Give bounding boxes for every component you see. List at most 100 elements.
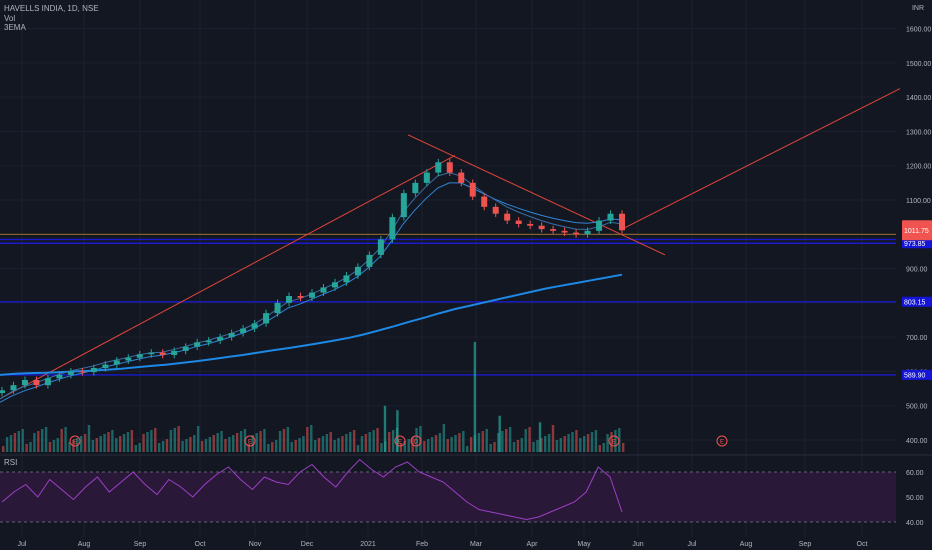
candle-body-33: [377, 239, 384, 255]
candle-body-37: [423, 172, 430, 183]
volume-bar-58: [228, 437, 231, 452]
candle-body-4: [44, 378, 51, 386]
volume-bar-141: [551, 425, 555, 452]
volume-bar-144: [563, 436, 566, 452]
indicator-ema[interactable]: 3EMA: [4, 23, 26, 32]
volume-bar-44: [173, 428, 176, 452]
candle-body-6: [67, 371, 74, 375]
volume-bar-133: [520, 438, 524, 452]
volume-bar-49: [193, 435, 196, 452]
volume-bar-124: [485, 429, 488, 452]
candle-body-41: [469, 182, 476, 197]
earnings-marker-label-5: E: [720, 440, 724, 446]
time-label-9: Apr: [527, 541, 539, 548]
candle-body-25: [286, 296, 293, 303]
volume-spike-3: [498, 415, 501, 452]
volume-bar-29: [115, 438, 118, 452]
rsi-band: [0, 472, 896, 522]
earnings-marker-3: [410, 435, 422, 447]
volume-bar-5: [21, 429, 24, 452]
candle-body-3: [33, 380, 40, 386]
volume-bar-152: [594, 430, 598, 452]
price-tag-0: [902, 238, 932, 249]
trendline-falling: [407, 134, 666, 256]
volume-bar-2: [9, 435, 13, 452]
volume-bar-54: [212, 435, 215, 452]
volume-bar-108: [423, 441, 426, 452]
volume-bar-28: [111, 430, 114, 452]
volume-bar-103: [403, 441, 407, 452]
volume-bar-155: [606, 434, 609, 452]
trendline-rising: [0, 154, 456, 400]
time-label-8: Mar: [470, 541, 483, 548]
volume-bar-136: [532, 442, 535, 452]
volume-bar-128: [501, 431, 504, 452]
volume-bar-27: [107, 432, 110, 452]
earnings-marker-0: [69, 435, 81, 447]
volume-bar-157: [614, 430, 617, 452]
indicator-volume[interactable]: Vol: [4, 13, 16, 23]
volume-bar-57: [224, 439, 227, 452]
candle-body-45: [515, 220, 522, 224]
volume-bar-16: [64, 427, 67, 452]
volume-bar-71: [278, 431, 282, 452]
earnings-marker-label-0: E: [73, 440, 77, 446]
volume-bar-17: [68, 442, 71, 452]
volume-bar-117: [458, 433, 461, 452]
volume-bar-154: [602, 443, 605, 452]
currency-label: INR: [911, 5, 924, 12]
volume-bar-73: [286, 427, 290, 452]
candle-body-44: [504, 213, 511, 221]
price-tick-12: 1600.00: [906, 27, 931, 34]
volume-spike-4: [538, 422, 542, 452]
volume-bar-43: [169, 430, 173, 452]
candle-body-9: [102, 364, 109, 368]
volume-bar-14: [56, 438, 59, 452]
volume-bar-123: [481, 431, 485, 452]
candle-body-50: [573, 232, 580, 235]
price-tick-3: 700.00: [906, 335, 928, 342]
candle-body-16: [182, 346, 189, 351]
candle-body-8: [90, 368, 97, 373]
candle-body-19: [217, 337, 224, 341]
time-label-2: Sep: [134, 541, 147, 548]
volume-bar-112: [438, 433, 442, 452]
earnings-marker-label-4: E: [612, 440, 616, 446]
volume-bar-148: [579, 438, 582, 452]
earnings-marker-1: [244, 435, 256, 447]
volume-bar-135: [528, 427, 531, 452]
candle-body-0: [0, 390, 5, 394]
volume-bar-142: [555, 440, 559, 452]
candle-body-47: [538, 225, 545, 230]
volume-bar-125: [489, 444, 492, 452]
rsi-line: [1, 458, 623, 521]
volume-bar-88: [345, 434, 348, 452]
volume-bar-41: [161, 441, 165, 452]
volume-bar-102: [399, 443, 403, 452]
volume-bar-1: [5, 437, 9, 452]
time-label-6: 2021: [360, 541, 376, 548]
earnings-marker-label-2: E: [398, 440, 402, 446]
candle-body-30: [343, 275, 350, 283]
earnings-marker-2: [394, 435, 406, 447]
price-tick-5: 900.00: [906, 267, 928, 274]
earnings-marker-5: [716, 435, 728, 447]
price-tick-8: 1200.00: [906, 164, 931, 171]
volume-bar-111: [434, 435, 438, 452]
candle-body-17: [194, 342, 201, 347]
volume-bar-127: [497, 433, 500, 452]
volume-bar-66: [259, 431, 262, 452]
chart-legend: HAVELLS INDIA, 1D, NSE Vol 3EMA: [4, 4, 99, 33]
time-label-10: May: [577, 541, 591, 548]
volume-bar-0: [2, 446, 5, 452]
time-label-5: Dec: [301, 541, 314, 548]
volume-bar-115: [450, 437, 453, 452]
volume-bar-3: [13, 433, 17, 452]
volume-bar-15: [60, 429, 63, 452]
candle-body-26: [297, 296, 304, 298]
volume-bar-140: [547, 434, 551, 452]
candle-body-42: [481, 196, 488, 207]
candle-body-43: [492, 206, 499, 214]
